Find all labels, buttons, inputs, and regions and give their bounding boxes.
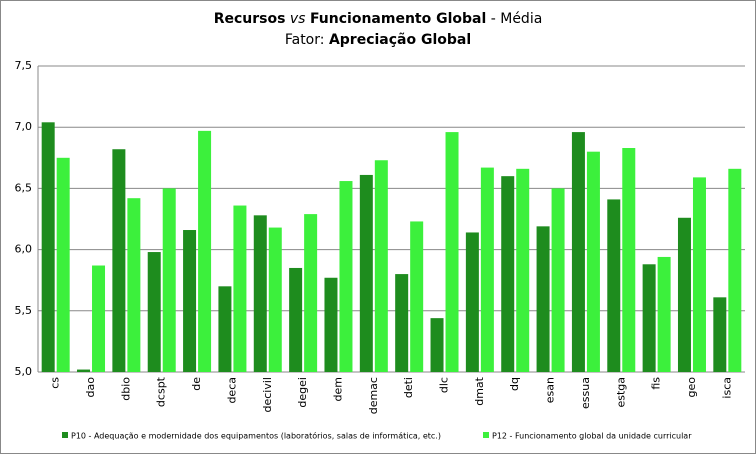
x-tick-label: decivil: [261, 377, 274, 412]
title-part: Recursos: [214, 11, 286, 27]
x-tick-label: demac: [367, 377, 380, 414]
bar: [536, 226, 550, 372]
bar: [445, 132, 459, 372]
y-tick-label: 6,0: [15, 243, 33, 256]
bar: [374, 160, 388, 372]
bar: [501, 176, 515, 372]
x-tick-label: isca: [720, 377, 733, 399]
x-tick-label: deca: [225, 377, 238, 404]
bar: [218, 286, 232, 372]
bar: [147, 252, 161, 372]
y-tick-label: 7,0: [15, 120, 33, 133]
bar: [162, 188, 176, 372]
x-tick-label: dlc: [438, 377, 451, 393]
x-tick-label: esan: [544, 377, 557, 403]
bar: [586, 151, 600, 372]
legend-label: P10 - Adequação e modernidade dos equipa…: [71, 431, 441, 441]
bar: [728, 168, 742, 372]
bar: [289, 267, 303, 372]
x-tick-label: dmat: [473, 376, 486, 405]
bar: [713, 297, 727, 372]
title-part: - Média: [491, 11, 543, 27]
bar: [339, 181, 353, 372]
bar: [198, 130, 212, 372]
bar: [480, 167, 494, 372]
y-tick-label: 7,5: [15, 59, 33, 72]
bar: [183, 230, 197, 372]
bar: [268, 227, 282, 372]
bar: [551, 188, 565, 372]
bar: [253, 215, 267, 372]
legend-swatch: [483, 432, 489, 438]
bar: [56, 157, 70, 372]
chart-subtitle: Fator: Apreciação Global: [285, 32, 471, 48]
bar: [642, 264, 656, 372]
chart-title: Recursos vs Funcionamento Global - Média: [214, 11, 543, 27]
bar: [677, 217, 691, 372]
bar: [359, 174, 373, 372]
bar: [304, 214, 318, 372]
bar: [410, 221, 424, 372]
title-part: vs: [290, 11, 306, 27]
x-tick-label: essua: [579, 377, 592, 409]
y-tick-label: 6,5: [15, 181, 33, 194]
bar: [41, 122, 55, 372]
bar: [465, 232, 479, 372]
y-tick-label: 5,5: [15, 304, 33, 317]
x-tick-label: deti: [402, 377, 415, 398]
x-tick-label: estga: [614, 377, 627, 408]
bar: [657, 256, 671, 372]
bar: [127, 198, 141, 372]
x-tick-label: dbio: [119, 377, 132, 401]
x-tick-label: dao: [84, 377, 97, 398]
bar: [233, 205, 247, 372]
x-tick-label: dem: [331, 377, 344, 401]
bar: [324, 277, 338, 372]
x-tick-label: geo: [685, 377, 698, 398]
subtitle-part: Apreciação Global: [329, 32, 471, 48]
bar: [571, 132, 585, 372]
bar: [516, 168, 530, 372]
legend-label: P12 - Funcionamento global da unidade cu…: [492, 432, 692, 441]
bar: [77, 369, 91, 372]
x-tick-label: cs: [49, 377, 62, 389]
bar: [430, 318, 444, 372]
title-part: Funcionamento Global: [310, 11, 486, 27]
bar: [92, 265, 106, 372]
x-tick-label: dq: [508, 377, 521, 391]
x-tick-label: de: [190, 377, 203, 391]
x-tick-label: fis: [650, 377, 663, 390]
x-tick-label: degei: [296, 377, 309, 408]
y-tick-label: 5,0: [15, 365, 33, 378]
x-tick-label: dcspt: [155, 376, 168, 407]
bar: [112, 149, 126, 372]
bar: [395, 274, 409, 372]
bar: [622, 148, 636, 372]
bar: [607, 199, 621, 372]
legend-swatch: [62, 432, 68, 438]
subtitle-part: Fator:: [285, 32, 325, 48]
bar: [692, 177, 706, 372]
